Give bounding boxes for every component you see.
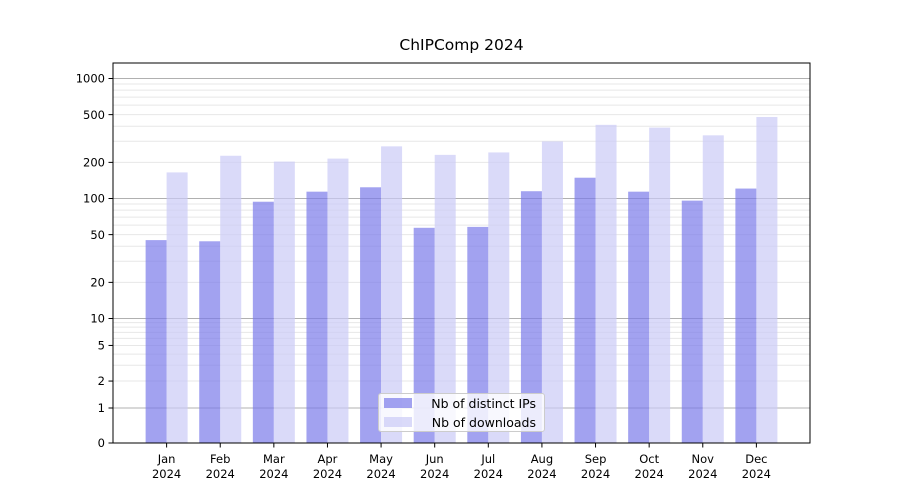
- y-tick-label: 1: [98, 401, 105, 415]
- legend-item-downloads: Nb of downloads: [384, 415, 536, 430]
- bar-downloads-oct: [649, 127, 671, 443]
- x-tick-label-year: 2024: [635, 467, 664, 481]
- plot-border: [112, 62, 811, 444]
- x-tick-label-month: May: [369, 452, 393, 466]
- x-tick-label-year: 2024: [742, 467, 771, 481]
- y-tick-label: 5: [98, 339, 105, 353]
- legend-label-distinct-ips: Nb of distinct IPs: [431, 395, 536, 411]
- x-tick-label-year: 2024: [313, 467, 342, 481]
- x-tick-label-year: 2024: [474, 467, 503, 481]
- bar-downloads-jan: [166, 172, 188, 444]
- bar-downloads-may: [381, 146, 403, 443]
- bar-ips-jan: [145, 240, 167, 443]
- bar-ips-nov: [681, 200, 703, 443]
- x-tick-label-month: Nov: [692, 452, 715, 466]
- x-tick-label-year: 2024: [420, 467, 449, 481]
- x-tick-label-year: 2024: [527, 467, 556, 481]
- x-tick-label-month: Feb: [210, 452, 230, 466]
- legend-item-distinct-ips: Nb of distinct IPs: [384, 396, 536, 411]
- y-tick-label: 0: [98, 436, 105, 450]
- x-tick-label-month: Apr: [318, 452, 338, 466]
- x-tick-label-month: Dec: [745, 452, 767, 466]
- bar-downloads-jun: [434, 154, 456, 443]
- x-tick-label-year: 2024: [259, 467, 288, 481]
- x-tick-label-month: Sep: [585, 452, 607, 466]
- bar-ips-apr: [306, 191, 328, 443]
- chart-title: ChIPComp 2024: [399, 36, 524, 54]
- x-tick-label-year: 2024: [152, 467, 181, 481]
- legend-swatch-downloads: [384, 417, 412, 427]
- bar-downloads-nov: [702, 135, 724, 443]
- y-tick-label: 10: [90, 312, 105, 326]
- bar-ips-oct: [628, 191, 650, 443]
- bar-downloads-sep: [595, 124, 617, 443]
- bar-ips-may: [360, 187, 382, 443]
- bar-ips-sep: [574, 177, 596, 443]
- x-tick-label-month: Mar: [263, 452, 285, 466]
- bar-ips-jun: [413, 227, 435, 443]
- legend-swatch-distinct-ips: [384, 398, 412, 408]
- x-tick-label-month: Jan: [157, 452, 176, 466]
- x-tick-label-month: Aug: [531, 452, 553, 466]
- bar-ips-feb: [199, 241, 221, 443]
- x-tick-label-month: Oct: [639, 452, 659, 466]
- legend-label-downloads: Nb of downloads: [431, 414, 536, 430]
- bar-downloads-dec: [756, 116, 778, 443]
- bar-downloads-jul: [488, 152, 510, 444]
- bar-downloads-apr: [327, 158, 349, 443]
- y-tick-label: 200: [83, 156, 105, 170]
- bar-ips-aug: [520, 191, 542, 443]
- x-tick-label-year: 2024: [581, 467, 610, 481]
- bar-ips-mar: [252, 201, 274, 443]
- x-tick-label-month: Jun: [425, 452, 444, 466]
- x-tick-label-year: 2024: [688, 467, 717, 481]
- y-tick-label: 20: [90, 276, 105, 290]
- y-tick-label: 500: [83, 108, 105, 122]
- bar-ips-jul: [467, 226, 489, 443]
- bar-downloads-mar: [273, 161, 295, 444]
- x-tick-label-year: 2024: [206, 467, 235, 481]
- x-tick-label-month: Jul: [480, 452, 495, 466]
- legend: Nb of distinct IPs Nb of downloads: [378, 393, 545, 432]
- bar-downloads-feb: [220, 155, 242, 443]
- y-tick-label: 1000: [76, 72, 105, 86]
- bar-ips-dec: [735, 188, 757, 443]
- bar-downloads-aug: [541, 141, 563, 443]
- y-tick-label: 50: [90, 228, 105, 242]
- y-tick-label: 100: [83, 192, 105, 206]
- x-tick-label-year: 2024: [366, 467, 395, 481]
- y-tick-label: 2: [98, 374, 105, 388]
